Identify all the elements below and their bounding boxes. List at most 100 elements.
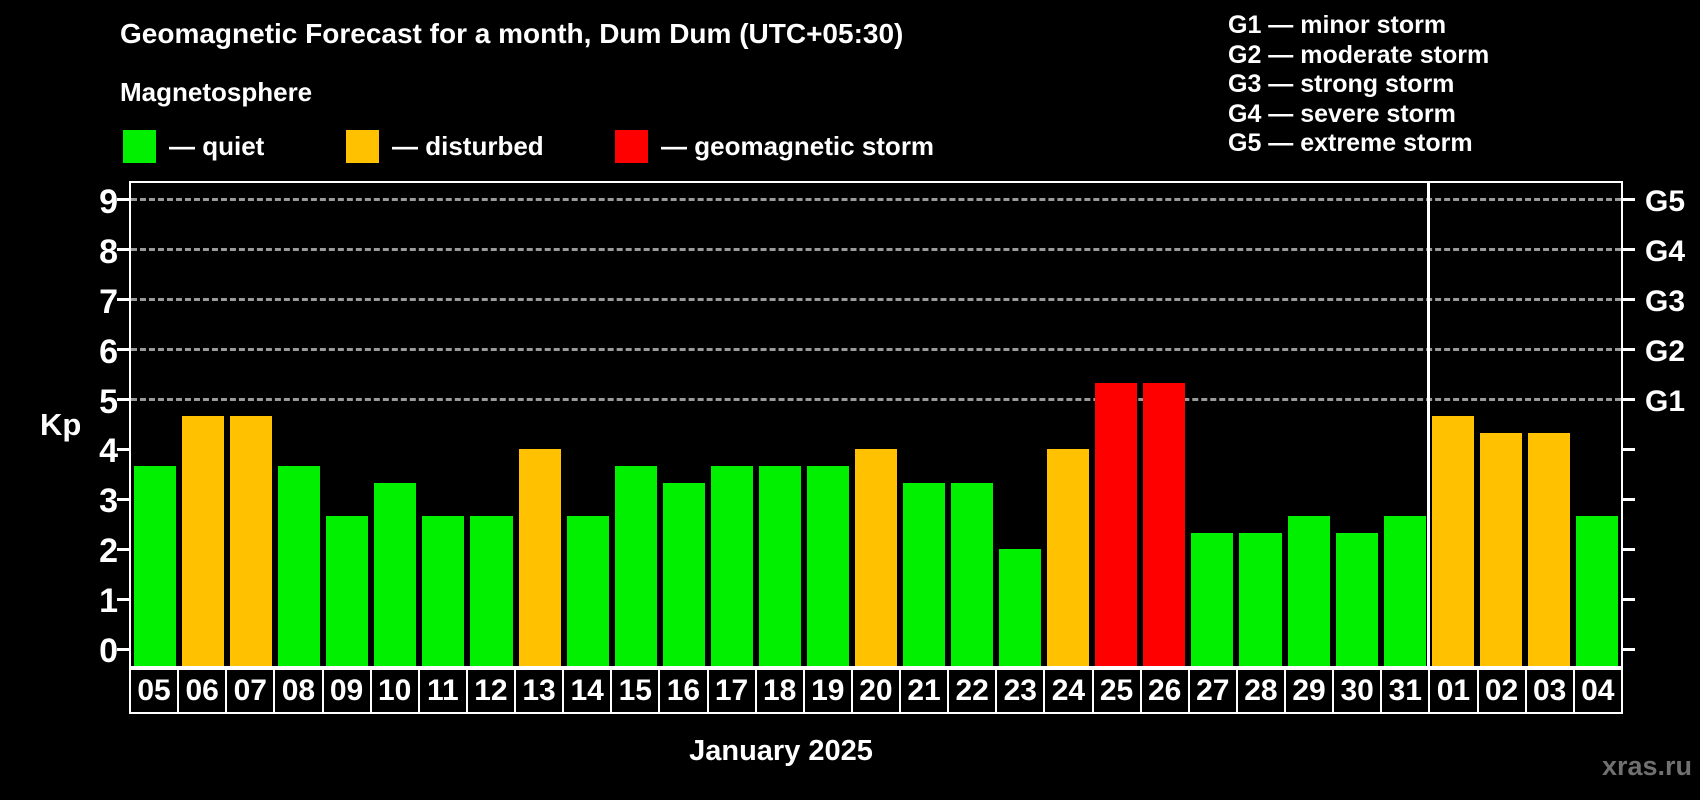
gridline-kp9 <box>131 197 1621 201</box>
bar-day-03 <box>1527 432 1570 666</box>
day-label-04: 04 <box>1572 668 1623 714</box>
chart-title: Geomagnetic Forecast for a month, Dum Du… <box>120 18 904 49</box>
day-label-17: 17 <box>706 668 757 714</box>
disturbed-color-swatch <box>346 129 379 163</box>
month-separator-line <box>1427 183 1431 666</box>
day-label-29: 29 <box>1284 668 1335 714</box>
bar-day-12 <box>470 515 513 666</box>
month-label: January 2025 <box>689 735 873 767</box>
g-legend-line: G5 — extreme storm <box>1228 129 1473 158</box>
right-tick-kp9 <box>1622 198 1635 202</box>
day-label-18: 18 <box>754 668 805 714</box>
ytick-label-2: 2 <box>99 532 118 571</box>
day-label-31: 31 <box>1380 668 1431 714</box>
legend-label: — quiet <box>169 130 265 161</box>
bar-day-05 <box>134 465 177 666</box>
ytick-label-8: 8 <box>99 232 118 271</box>
bar-day-29 <box>1287 515 1330 666</box>
day-label-16: 16 <box>658 668 709 714</box>
left-tick-kp8 <box>117 248 130 252</box>
bar-day-19 <box>806 465 849 666</box>
day-label-28: 28 <box>1235 668 1286 714</box>
day-label-06: 06 <box>177 668 228 714</box>
left-tick-kp2 <box>117 547 130 551</box>
ytick-label-1: 1 <box>99 582 118 621</box>
day-label-01: 01 <box>1428 668 1479 714</box>
bar-day-28 <box>1239 532 1282 666</box>
bar-day-23 <box>999 549 1042 666</box>
bar-day-01 <box>1431 415 1474 666</box>
bar-day-08 <box>278 465 321 666</box>
gridline-kp5 <box>131 397 1621 401</box>
bar-day-11 <box>422 515 465 666</box>
right-tick-kp4 <box>1622 447 1635 451</box>
right-tick-kp0 <box>1622 647 1635 651</box>
g-legend-line: G4 — severe storm <box>1228 99 1456 128</box>
right-tick-kp5 <box>1622 398 1635 401</box>
day-label-22: 22 <box>947 668 998 714</box>
left-tick-kp6 <box>117 348 130 352</box>
ytick-label-4: 4 <box>99 432 118 471</box>
bar-day-16 <box>662 482 705 666</box>
day-label-12: 12 <box>465 668 516 714</box>
ytick-label-7: 7 <box>99 282 118 321</box>
left-tick-kp3 <box>117 497 130 501</box>
g-scale-legend: G1 — minor storm G2 — moderate storm G3 … <box>1228 11 1489 159</box>
bar-day-31 <box>1383 515 1426 666</box>
legend-label: — geomagnetic storm <box>661 130 935 161</box>
ytick-label-0: 0 <box>99 632 118 670</box>
bar-day-30 <box>1335 532 1378 666</box>
bar-day-21 <box>903 482 946 666</box>
day-label-27: 27 <box>1187 668 1238 714</box>
legend-item-storm: — geomagnetic storm <box>615 129 934 163</box>
right-tick-kp1 <box>1622 597 1635 601</box>
g-legend-line: G1 — minor storm <box>1228 11 1447 39</box>
day-label-24: 24 <box>1043 668 1094 714</box>
right-tick-kp7 <box>1622 298 1635 302</box>
day-label-15: 15 <box>610 668 661 714</box>
day-label-03: 03 <box>1524 668 1575 714</box>
bar-day-27 <box>1191 532 1234 666</box>
day-label-19: 19 <box>802 668 853 714</box>
ytick-label-3: 3 <box>99 482 118 521</box>
g-legend-line: G2 — moderate storm <box>1228 40 1490 69</box>
day-label-05: 05 <box>129 668 180 714</box>
left-tick-kp1 <box>117 597 130 601</box>
left-tick-kp7 <box>117 298 130 302</box>
watermark: xras.ru <box>1601 751 1692 781</box>
right-tick-kp8 <box>1622 248 1635 252</box>
left-tick-kp0 <box>117 647 130 651</box>
right-axis-label-G1: G1 <box>1645 384 1686 418</box>
day-label-07: 07 <box>225 668 276 714</box>
bar-day-07 <box>230 415 273 666</box>
bar-day-10 <box>374 482 417 666</box>
day-label-25: 25 <box>1091 668 1142 714</box>
day-label-23: 23 <box>995 668 1046 714</box>
gridline-kp8 <box>131 247 1621 251</box>
right-axis-label-G4: G4 <box>1645 234 1686 268</box>
bar-day-06 <box>182 415 225 666</box>
plot-area <box>117 181 1635 668</box>
gridline-kp7 <box>131 297 1621 301</box>
day-label-02: 02 <box>1476 668 1527 714</box>
day-label-20: 20 <box>850 668 901 714</box>
ytick-label-5: 5 <box>99 382 118 421</box>
legend-label: — disturbed <box>392 130 544 161</box>
bar-day-25 <box>1095 383 1138 666</box>
ytick-label-6: 6 <box>99 332 118 371</box>
right-tick-kp3 <box>1622 497 1635 501</box>
right-tick-kp6 <box>1622 348 1635 352</box>
day-label-13: 13 <box>514 668 565 714</box>
bar-day-24 <box>1047 449 1090 666</box>
bar-day-26 <box>1143 383 1186 666</box>
bar-day-14 <box>566 515 609 666</box>
day-label-30: 30 <box>1332 668 1383 714</box>
right-axis-label-G2: G2 <box>1645 334 1686 368</box>
right-tick-kp2 <box>1622 547 1635 551</box>
storm-color-swatch <box>615 129 648 163</box>
legend-item-disturbed: — disturbed <box>346 129 544 163</box>
right-axis-label-G3: G3 <box>1645 284 1686 318</box>
legend-item-quiet: — quiet <box>123 129 264 163</box>
day-label-10: 10 <box>369 668 420 714</box>
bar-day-15 <box>614 465 657 666</box>
